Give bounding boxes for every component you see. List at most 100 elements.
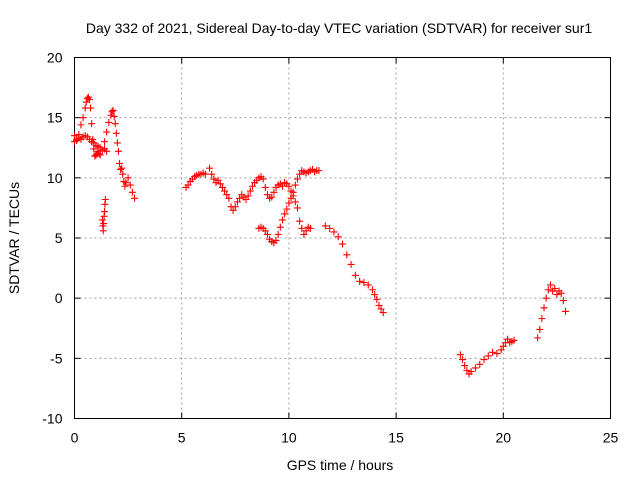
- data-point: [561, 307, 569, 315]
- data-point: [484, 352, 492, 360]
- data-point: [283, 205, 291, 213]
- y-tick-label: 0: [55, 290, 63, 306]
- data-point: [246, 187, 254, 195]
- data-point: [364, 281, 372, 289]
- data-point: [375, 301, 383, 309]
- data-point: [117, 165, 125, 173]
- data-point: [553, 291, 561, 299]
- data-point: [497, 346, 505, 354]
- data-point: [373, 295, 381, 303]
- data-point: [90, 145, 98, 153]
- data-point: [103, 147, 111, 155]
- data-point: [285, 182, 293, 190]
- data-point: [201, 170, 209, 178]
- data-point: [206, 164, 214, 172]
- y-axis-label: SDTVAR / TECUs: [6, 182, 22, 294]
- data-point: [259, 175, 267, 183]
- data-point: [263, 191, 271, 199]
- data-point: [103, 128, 111, 136]
- data-point: [101, 138, 109, 146]
- data-point: [371, 291, 379, 299]
- data-point: [499, 342, 507, 350]
- x-tick-label: 20: [496, 430, 512, 446]
- data-point: [287, 194, 295, 202]
- data-point: [272, 236, 280, 244]
- data-point: [379, 309, 387, 317]
- data-point: [544, 286, 552, 294]
- y-tick-label: 5: [55, 230, 63, 246]
- data-point: [315, 167, 323, 175]
- data-point: [296, 217, 304, 225]
- data-point: [221, 187, 229, 195]
- data-point: [107, 111, 115, 119]
- data-point: [79, 114, 87, 122]
- data-point: [214, 176, 222, 184]
- data-point: [281, 210, 289, 218]
- data-point: [343, 251, 351, 259]
- y-tick-label: 10: [47, 170, 63, 186]
- series-sat-e: [182, 169, 209, 191]
- x-tick-label: 5: [178, 430, 186, 446]
- series-sat-g: [255, 165, 323, 247]
- data-point: [118, 164, 126, 172]
- data-point: [476, 360, 484, 368]
- data-point: [111, 120, 119, 128]
- data-point: [96, 151, 104, 159]
- data-point: [261, 183, 269, 191]
- data-point: [112, 129, 120, 137]
- data-point: [86, 96, 94, 104]
- data-point: [559, 297, 567, 305]
- data-point: [105, 118, 113, 126]
- data-point: [225, 194, 233, 202]
- data-point: [119, 170, 127, 178]
- data-point: [113, 139, 121, 147]
- data-point: [493, 350, 501, 358]
- data-point: [242, 195, 250, 203]
- y-tick-label: -5: [50, 350, 63, 366]
- x-axis-label: GPS time / hours: [287, 457, 394, 473]
- series-sat-a: [71, 93, 104, 160]
- series-sat-b: [71, 132, 111, 155]
- data-point: [321, 222, 329, 230]
- data-point: [360, 279, 368, 287]
- x-tick-label: 25: [603, 430, 619, 446]
- data-point: [210, 175, 218, 183]
- series-sat-j: [456, 335, 518, 378]
- data-point: [128, 188, 136, 196]
- data-point: [300, 230, 308, 238]
- data-point: [263, 230, 271, 238]
- data-point: [233, 198, 241, 206]
- data-point: [95, 150, 103, 158]
- data-point: [471, 364, 479, 372]
- data-point: [330, 228, 338, 236]
- data-point: [278, 182, 286, 190]
- data-point: [296, 170, 304, 178]
- data-point: [124, 174, 132, 182]
- data-point: [101, 195, 109, 203]
- data-point: [302, 227, 310, 235]
- data-point: [551, 285, 559, 293]
- data-point: [121, 182, 129, 190]
- data-point: [557, 289, 565, 297]
- data-point: [459, 356, 467, 364]
- data-point: [326, 224, 334, 232]
- data-point: [538, 315, 546, 323]
- data-point: [122, 179, 130, 187]
- data-point: [88, 120, 96, 128]
- data-point: [377, 305, 385, 313]
- chart-title: Day 332 of 2021, Sidereal Day-to-day VTE…: [86, 20, 592, 36]
- series-sat-h: [296, 217, 314, 238]
- series-sat-d: [101, 106, 139, 202]
- data-point: [306, 224, 314, 232]
- data-point: [334, 233, 342, 241]
- data-point: [546, 281, 554, 289]
- data-point: [100, 220, 108, 228]
- data-point: [463, 366, 471, 374]
- x-tick-label: 15: [388, 430, 404, 446]
- data-point: [71, 132, 78, 140]
- data-point: [216, 180, 224, 188]
- data-point: [248, 182, 256, 190]
- data-point: [285, 199, 293, 207]
- data-point: [293, 175, 301, 183]
- data-point: [274, 230, 282, 238]
